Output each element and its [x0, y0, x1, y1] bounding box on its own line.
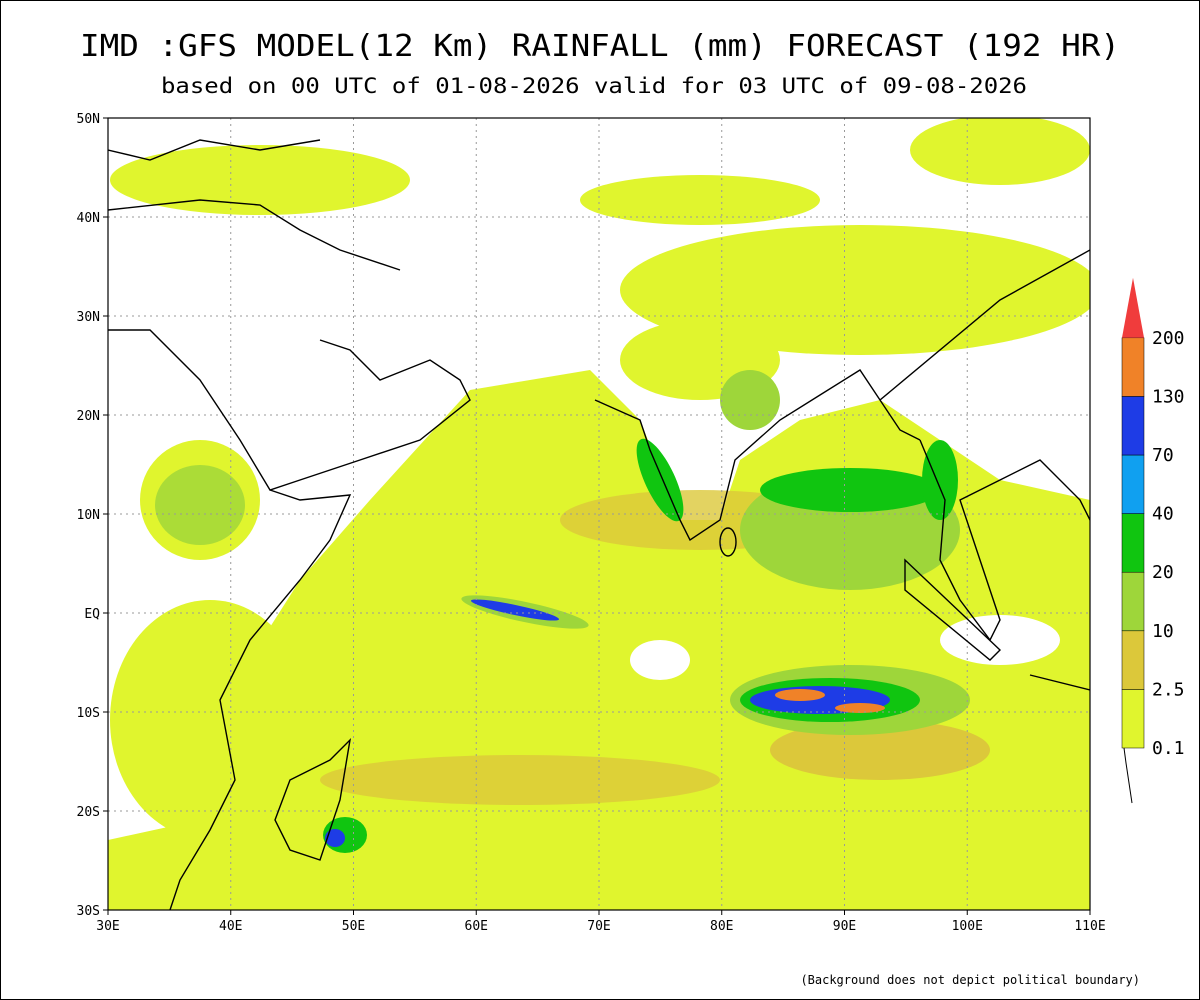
coastline	[274, 737, 352, 861]
lon-tick-label: 90E	[833, 919, 856, 934]
coastlines	[108, 139, 1090, 910]
lon-tick-label: 70E	[587, 919, 610, 934]
rain-band	[320, 755, 720, 805]
legend: 0.1 2.5 10 20 40 70 130 200	[1121, 277, 1185, 804]
lon-tick-label: 100E	[952, 919, 983, 934]
coastline	[108, 139, 321, 161]
rain-area	[110, 600, 310, 840]
legend-label: 2.5	[1152, 679, 1185, 700]
lon-tick-label: 40E	[219, 919, 242, 934]
rain-area	[910, 118, 1090, 185]
lon-tick-label: 50E	[342, 919, 365, 934]
lat-tick-label: 20N	[77, 409, 100, 424]
legend-swatch	[1121, 689, 1145, 749]
lat-tick-label: 10S	[77, 706, 100, 721]
legend-swatch	[1121, 337, 1145, 397]
rain-band	[325, 829, 345, 847]
lat-tick-label: 30S	[77, 904, 100, 919]
coastline	[108, 199, 401, 271]
rain-area	[110, 145, 410, 215]
legend-label: 10	[1152, 621, 1174, 642]
lat-tick-label: 20S	[77, 805, 100, 820]
legend-tail	[1123, 747, 1133, 804]
lat-tick-label: 30N	[77, 310, 100, 325]
lon-tick-label: 60E	[465, 919, 488, 934]
rain-area	[580, 175, 820, 225]
rain-band	[720, 370, 780, 430]
coastline	[719, 527, 737, 557]
legend-swatch	[1121, 630, 1145, 690]
rain-band	[922, 440, 958, 520]
lon-tick-label: 30E	[96, 919, 119, 934]
legend-label: 130	[1152, 386, 1185, 407]
legend-label: 70	[1152, 445, 1174, 466]
lon-tick-label: 80E	[710, 919, 733, 934]
rain-band	[775, 689, 825, 701]
title: IMD :GFS MODEL(12 Km) RAINFALL (mm) FORE…	[80, 29, 1120, 64]
coastline	[879, 249, 1090, 401]
lat-tick-label: 10N	[77, 508, 100, 523]
coastline	[904, 558, 1002, 661]
rain-band	[470, 599, 560, 621]
legend-label: 20	[1152, 562, 1174, 583]
legend-swatch	[1121, 454, 1145, 514]
legend-label: 40	[1152, 504, 1174, 525]
legend-label: 200	[1152, 328, 1185, 349]
legend-swatch	[1122, 277, 1144, 338]
legend-label: 0.1	[1152, 738, 1185, 759]
coastline	[919, 439, 1090, 642]
dry-patch	[940, 615, 1060, 665]
dry-patch	[630, 640, 690, 680]
subtitle: based on 00 UTC of 01-08-2026 valid for …	[161, 74, 1027, 98]
legend-swatch	[1121, 396, 1145, 456]
map-border	[107, 117, 1091, 911]
rain-band	[760, 468, 940, 512]
coastline	[169, 489, 352, 910]
lon-tick-label: 110E	[1074, 919, 1105, 934]
rain-band	[155, 465, 245, 545]
rain-band	[770, 720, 990, 780]
coastline	[108, 329, 471, 491]
lat-tick-label: EQ	[84, 607, 100, 622]
legend-swatch	[1121, 513, 1145, 573]
legend-swatch	[1121, 571, 1145, 632]
footnote: (Background does not depict political bo…	[800, 973, 1140, 987]
rain-band	[835, 703, 885, 713]
lat-tick-label: 40N	[77, 211, 100, 226]
lat-tick-label: 50N	[77, 112, 100, 127]
coastline	[1029, 674, 1090, 691]
